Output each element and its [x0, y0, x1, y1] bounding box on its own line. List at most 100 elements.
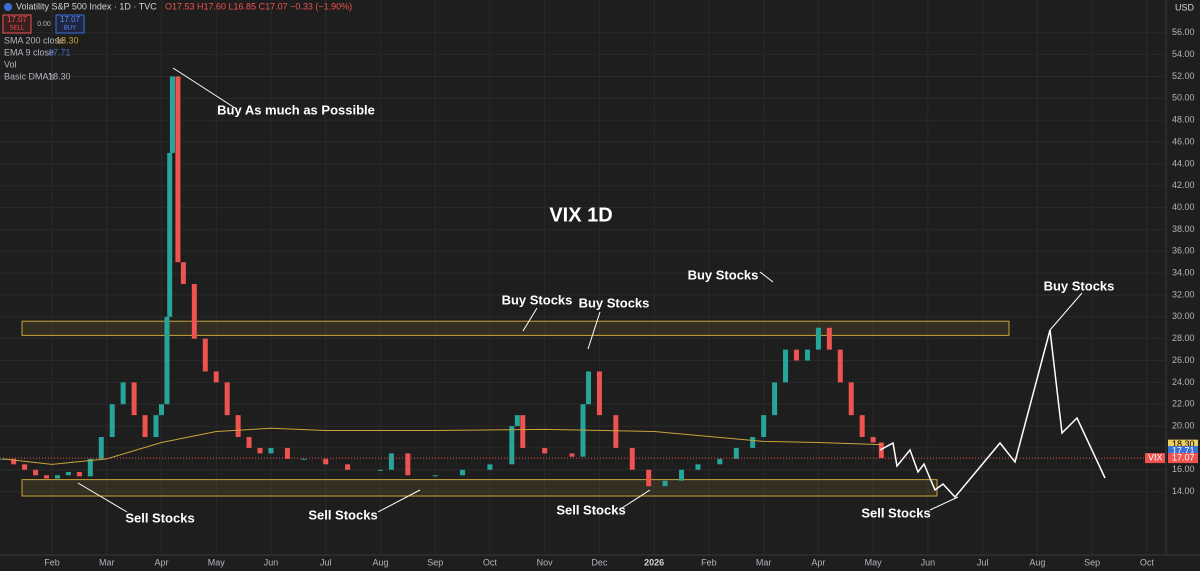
symbol: Volatility S&P 500 Index · 1D · TVC — [16, 1, 157, 11]
candle — [98, 437, 104, 459]
price-tag-label: 17.71 — [1172, 445, 1195, 455]
candle — [131, 382, 137, 416]
x-tick-label: 2026 — [644, 557, 664, 567]
candle — [826, 327, 832, 350]
sell-price: 17.07 — [7, 15, 28, 24]
sma-line — [2, 427, 882, 465]
annotation: Sell Stocks — [308, 507, 377, 522]
symbol-tag-label: VIX — [1148, 452, 1163, 462]
y-tick-label: 42.00 — [1172, 180, 1195, 190]
candle — [815, 327, 821, 350]
x-tick-label: Dec — [591, 557, 608, 567]
candle — [569, 453, 575, 457]
x-tick-label: Sep — [427, 557, 443, 567]
annotation: Sell Stocks — [861, 505, 930, 520]
candle — [405, 453, 411, 476]
x-tick-label: May — [865, 557, 883, 567]
candle — [301, 458, 307, 460]
candle — [772, 382, 778, 416]
x-tick-label: Oct — [1140, 557, 1155, 567]
arrow — [1049, 292, 1083, 331]
x-tick-label: Jul — [977, 557, 989, 567]
candle — [646, 469, 652, 487]
indicator: EMA 9 close — [4, 47, 54, 57]
indicator-value: 17.71 — [48, 47, 71, 57]
x-tick-label: Mar — [756, 557, 772, 567]
arrow — [77, 482, 128, 513]
candle — [22, 464, 28, 470]
candle — [717, 458, 723, 465]
candle — [388, 453, 394, 470]
y-tick-label: 24.00 — [1172, 377, 1195, 387]
x-tick-label: May — [208, 557, 226, 567]
candle — [761, 415, 767, 438]
projection — [879, 329, 1106, 499]
candle — [158, 404, 164, 416]
candle — [345, 464, 351, 470]
indicator: Basic DMA's — [4, 71, 55, 81]
annotation: Sell Stocks — [125, 510, 194, 525]
arrow — [929, 496, 959, 511]
annotation: Buy Stocks — [502, 292, 573, 307]
x-tick-label: Apr — [811, 557, 825, 567]
y-tick-label: 54.00 — [1172, 49, 1195, 59]
price-tag-label: 18.30 — [1172, 439, 1195, 449]
candle — [662, 480, 668, 487]
y-tick-label: 40.00 — [1172, 202, 1195, 212]
candle — [323, 458, 329, 465]
y-tick-label: 56.00 — [1172, 27, 1195, 37]
arrow — [522, 307, 538, 332]
annotation: Buy As much as Possible — [217, 102, 375, 117]
price-tag — [1168, 439, 1198, 450]
annotation: Buy Stocks — [579, 295, 650, 310]
candle — [542, 447, 548, 454]
y-tick-label: 46.00 — [1172, 136, 1195, 146]
candle — [750, 437, 756, 448]
candle — [169, 76, 175, 153]
candle — [213, 371, 219, 383]
zone — [21, 320, 1010, 336]
sell-label: SELL — [10, 26, 25, 32]
arrow — [377, 489, 421, 513]
candle — [804, 349, 810, 361]
annotation: Sell Stocks — [556, 502, 625, 517]
candle — [509, 426, 515, 465]
candle — [224, 382, 230, 416]
y-tick-label: 14.00 — [1172, 486, 1195, 496]
candle — [520, 415, 526, 448]
candle — [44, 475, 50, 479]
candle — [870, 437, 876, 443]
candle — [268, 447, 274, 454]
candle — [629, 447, 635, 470]
y-tick-label: 26.00 — [1172, 355, 1195, 365]
candle — [235, 415, 241, 438]
candle — [596, 371, 602, 416]
x-tick-label: Feb — [44, 557, 60, 567]
candle — [514, 415, 520, 427]
candle — [460, 469, 466, 476]
indicator-value: 18.30 — [48, 71, 71, 81]
candle — [11, 458, 17, 465]
arrow — [587, 311, 601, 350]
candle — [120, 382, 126, 405]
candle — [377, 469, 383, 471]
candle — [783, 349, 789, 383]
candle — [65, 471, 71, 476]
x-tick-label: Feb — [701, 557, 717, 567]
candle — [175, 76, 181, 263]
sell-button[interactable] — [2, 14, 32, 34]
candle — [180, 262, 186, 285]
candle — [202, 338, 208, 372]
y-tick-label: 38.00 — [1172, 224, 1195, 234]
x-tick-label: Aug — [1029, 557, 1045, 567]
candle — [679, 469, 685, 481]
chart-title: VIX 1D — [549, 204, 612, 226]
candle — [878, 442, 884, 459]
y-tick-label: 36.00 — [1172, 246, 1195, 256]
symbol-tag — [1145, 453, 1165, 464]
ohlc: O17.53 H17.60 L16.85 C17.07 −0.33 (−1.90… — [165, 1, 352, 11]
y-tick-label: 52.00 — [1172, 71, 1195, 81]
candle — [109, 404, 115, 438]
buy-button[interactable] — [55, 14, 85, 34]
